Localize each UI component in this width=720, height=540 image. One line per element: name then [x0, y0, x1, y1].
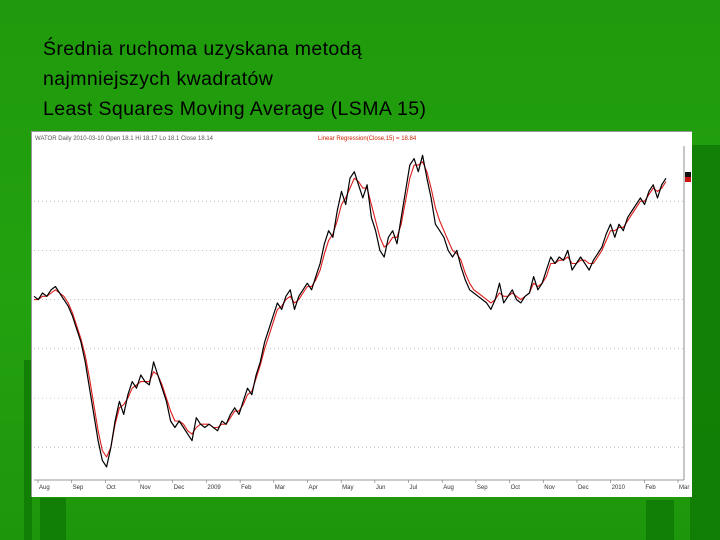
x-tick-label: 2010	[612, 485, 626, 491]
x-tick-label: Feb	[241, 485, 252, 491]
decorative-square-bottom-right	[646, 500, 674, 540]
series-line-price	[33, 154, 667, 468]
x-tick-label: Nov	[140, 485, 151, 491]
title-line-2: najmniejszych kwadratów	[43, 68, 274, 90]
x-tick-label: Aug	[39, 485, 50, 491]
title-line-3: Least Squares Moving Average (LSMA 15)	[43, 98, 427, 120]
chart-header-text: WATOR Daily 2010-03-10 Open 18.1 Hi 18.1…	[35, 136, 214, 142]
x-tick-label: Oct	[106, 485, 116, 491]
series-line-lsma	[34, 161, 667, 458]
x-tick-label: Jul	[410, 485, 418, 491]
x-tick-label: Dec	[174, 485, 185, 491]
chart-header-indicator: Linear Regression(Close,15) = 18.84	[318, 136, 417, 142]
x-tick-label: Oct	[511, 485, 521, 491]
decorative-bar-left	[24, 360, 32, 540]
x-tick-label: Jun	[376, 485, 386, 491]
x-tick-label: May	[342, 485, 353, 491]
x-tick-label: Aug	[443, 485, 454, 491]
x-tick-label: Mar	[679, 485, 689, 491]
x-tick-label: 2009	[207, 485, 221, 491]
x-tick-label: Dec	[578, 485, 589, 491]
slide-title: Średnia ruchoma uzyskana metodą najmniej…	[43, 34, 683, 124]
title-line-1: Średnia ruchoma uzyskana metodą	[43, 38, 363, 60]
x-tick-label: Nov	[544, 485, 555, 491]
chart-panel: WATOR Daily 2010-03-10 Open 18.1 Hi 18.1…	[31, 131, 692, 497]
decorative-bar-bottom	[40, 498, 66, 540]
x-tick-label: Apr	[308, 485, 317, 491]
x-tick-label: Sep	[477, 485, 488, 491]
price-marker-red	[685, 177, 691, 182]
decorative-bar-right	[690, 145, 720, 540]
stock-chart: WATOR Daily 2010-03-10 Open 18.1 Hi 18.1…	[33, 136, 691, 491]
x-tick-label: Mar	[275, 485, 285, 491]
x-tick-label: Feb	[645, 485, 656, 491]
price-marker-black	[685, 172, 691, 177]
x-tick-label: Sep	[73, 485, 84, 491]
